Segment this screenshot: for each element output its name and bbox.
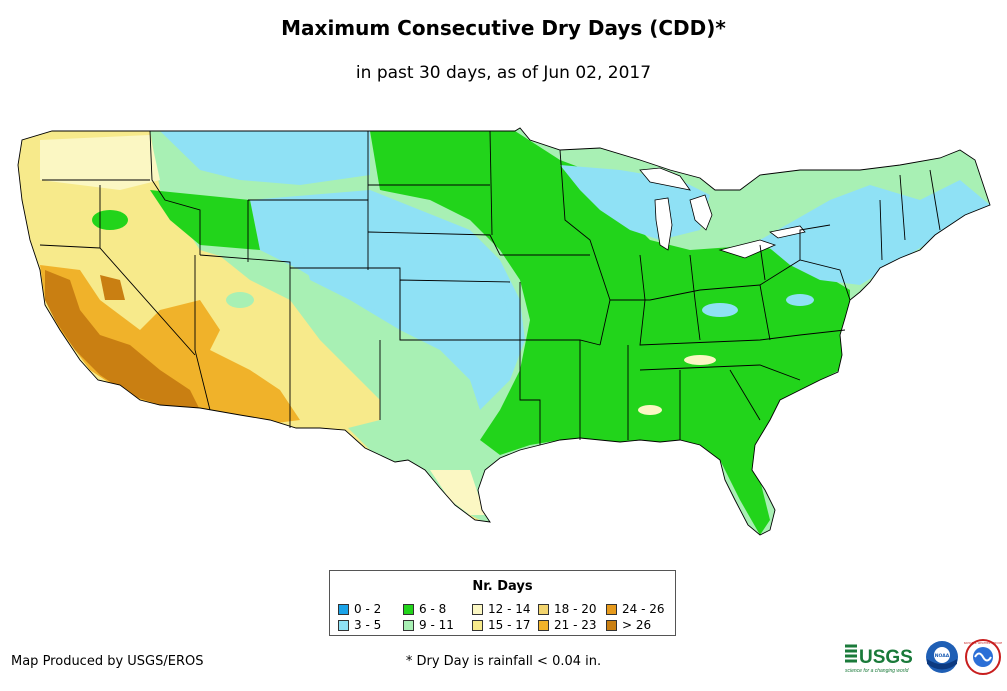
map-subtitle: in past 30 days, as of Jun 02, 2017 — [355, 63, 652, 83]
legend-swatch — [472, 604, 483, 615]
zone-6-8-speckle — [226, 292, 254, 308]
svg-text:NATIONAL WEATHER SERVICE: NATIONAL WEATHER SERVICE — [964, 641, 1003, 645]
legend-label: > 26 — [622, 618, 652, 632]
zone-6-8-speckle — [92, 210, 128, 230]
legend-item-18-20: 18 - 20 — [538, 602, 597, 616]
great-lakes — [639, 167, 806, 259]
zone-6-8-mountain — [150, 190, 260, 250]
zone-3-5-kansas — [300, 240, 510, 340]
legend-label: 0 - 2 — [354, 602, 382, 616]
legend-swatch — [538, 620, 549, 631]
legend-swatch — [403, 604, 414, 615]
legend-label: 6 - 8 — [419, 602, 447, 616]
legend-item-0-2: 0 - 2 — [338, 602, 381, 616]
usgs-logo: USGS science for a changing world — [845, 644, 913, 674]
zone-15-17-nm — [290, 300, 380, 430]
zone-over-26-sw — [45, 270, 200, 410]
legend-item-24-26: 24 - 26 — [606, 602, 665, 616]
legend-item-3-5: 3 - 5 — [338, 618, 381, 632]
zone-3-5-speckle — [786, 294, 814, 306]
map-credit: Map Produced by USGS/EROS — [11, 654, 204, 669]
legend-item-6-8: 6 - 8 — [403, 602, 446, 616]
legend-label: 18 - 20 — [554, 602, 597, 616]
map-title: Maximum Consecutive Dry Days (CDD)* — [281, 16, 726, 40]
legend-swatch — [338, 620, 349, 631]
legend-label: 12 - 14 — [488, 602, 531, 616]
zone-12-14-texas-coast — [430, 470, 485, 515]
legend-label: 9 - 11 — [419, 618, 454, 632]
legend-title: Nr. Days — [472, 579, 533, 594]
agency-logos: USGS science for a changing world NOAA N… — [845, 639, 1003, 675]
legend-item-12-14: 12 - 14 — [472, 602, 531, 616]
legend-item-over-26: > 26 — [606, 618, 651, 632]
svg-text:USGS: USGS — [859, 647, 913, 668]
legend-swatch — [606, 620, 617, 631]
legend-box: Nr. Days 0 - 2 3 - 5 6 - 8 9 - 11 12 - 1… — [329, 570, 676, 636]
zone-6-8-east — [370, 131, 850, 535]
svg-text:NOAA: NOAA — [935, 653, 950, 659]
legend-label: 21 - 23 — [554, 618, 597, 632]
zone-3-5-speckle — [702, 303, 738, 317]
legend-label: 24 - 26 — [622, 602, 665, 616]
zone-21-23-sw — [40, 265, 300, 425]
legend-swatch — [472, 620, 483, 631]
zone-12-14-speckle — [638, 405, 662, 415]
zone-over-26-nv — [100, 275, 125, 300]
state-borders — [17, 127, 991, 536]
legend-label: 15 - 17 — [488, 618, 531, 632]
legend-item-21-23: 21 - 23 — [538, 618, 597, 632]
zone-12-14-speckle — [684, 355, 716, 365]
legend-item-9-11: 9 - 11 — [403, 618, 454, 632]
legend-swatch — [606, 604, 617, 615]
legend-swatch — [538, 604, 549, 615]
legend-swatch — [403, 620, 414, 631]
nws-logo: NATIONAL WEATHER SERVICE — [964, 639, 1003, 675]
legend-swatch — [338, 604, 349, 615]
zone-3-5-northeast — [760, 180, 990, 285]
zone-9-11-central — [200, 240, 480, 460]
dry-day-footnote: * Dry Day is rainfall < 0.04 in. — [405, 654, 602, 669]
legend-label: 3 - 5 — [354, 618, 382, 632]
legend-item-15-17: 15 - 17 — [472, 618, 531, 632]
svg-text:science for a changing world: science for a changing world — [845, 668, 909, 674]
us-dry-days-map — [17, 127, 991, 536]
zone-3-5-north — [160, 131, 370, 185]
zone-12-14-nw — [40, 135, 160, 190]
noaa-logo: NOAA — [926, 641, 958, 673]
